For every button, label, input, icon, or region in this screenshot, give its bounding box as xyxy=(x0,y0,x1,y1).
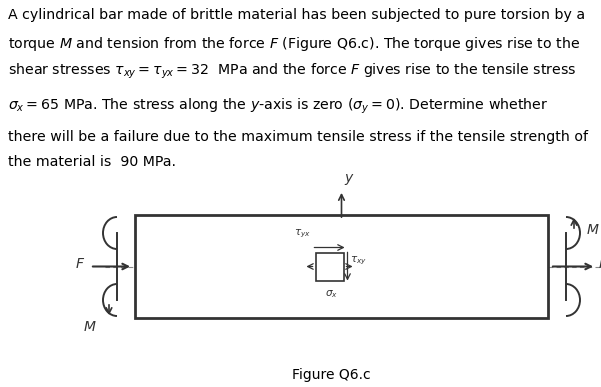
Text: there will be a failure due to the maximum tensile stress if the tensile strengt: there will be a failure due to the maxim… xyxy=(8,130,588,144)
Bar xyxy=(135,215,548,318)
Text: the material is  90 MPa.: the material is 90 MPa. xyxy=(8,155,176,169)
Text: $F$: $F$ xyxy=(598,257,601,272)
Text: $\sigma_x$: $\sigma_x$ xyxy=(325,288,338,300)
Text: $F$: $F$ xyxy=(75,257,85,272)
Text: $\tau_{xy}$: $\tau_{xy}$ xyxy=(350,255,367,267)
Text: $\sigma_x = 65$ MPa. The stress along the $y$-axis is zero ($\sigma_y = 0$). Det: $\sigma_x = 65$ MPa. The stress along th… xyxy=(8,97,548,116)
Text: A cylindrical bar made of brittle material has been subjected to pure torsion by: A cylindrical bar made of brittle materi… xyxy=(8,8,585,22)
Text: torque $M$ and tension from the force $F$ (Figure Q6.c). The torque gives rise t: torque $M$ and tension from the force $F… xyxy=(8,35,580,53)
Bar xyxy=(316,252,344,281)
Text: $M$: $M$ xyxy=(586,223,600,237)
Text: $y$: $y$ xyxy=(344,172,355,187)
Text: $\tau_{yx}$: $\tau_{yx}$ xyxy=(294,228,311,240)
Text: $M$: $M$ xyxy=(84,320,97,334)
Text: Figure Q6.c: Figure Q6.c xyxy=(292,368,371,382)
Text: shear stresses $\tau_{xy} = \tau_{yx} = 32$  MPa and the force $F$ gives rise to: shear stresses $\tau_{xy} = \tau_{yx} = … xyxy=(8,62,576,81)
